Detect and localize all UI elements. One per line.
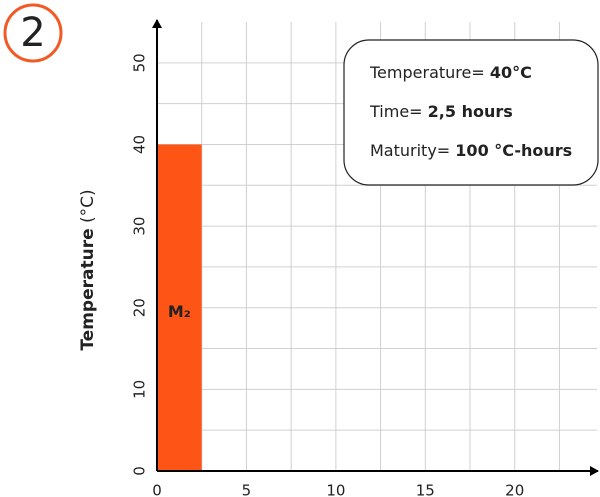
annotations: Temperature= 40°C Time= 2,5 hours Maturity… [369, 63, 572, 160]
y-tick-label: 20 [131, 298, 149, 317]
annotation-value: 2,5 hours [428, 102, 513, 121]
y-tick-label: 40 [131, 135, 149, 154]
x-tick-label: 5 [242, 482, 252, 497]
annotation: Maturity= 100 °C-hours [370, 141, 572, 160]
y-axis-unit: (°C) [78, 189, 98, 223]
annotation-label: Temperature= [369, 63, 485, 82]
x-tick-label: 10 [326, 482, 345, 497]
y-tick-label: 0 [131, 466, 149, 476]
x-tick-label: 0 [152, 482, 162, 497]
x-tick-label: 20 [505, 482, 524, 497]
y-tick-label: 50 [131, 53, 149, 72]
y-axis-title: Temperature [78, 228, 98, 350]
bar-label: M₂ [168, 302, 191, 321]
info-box [343, 39, 599, 186]
badge-circle [3, 3, 63, 63]
annotation: Time= 2,5 hours [369, 102, 513, 121]
y-axis-label: Temperature (°C) [78, 189, 98, 350]
annotation: Temperature= 40°C [369, 63, 532, 82]
marks: M₂ [157, 144, 202, 472]
annotation-label: Maturity= [370, 141, 450, 160]
bar [157, 144, 202, 472]
annotation-label: Time= [369, 102, 423, 121]
annotation-value: 40°C [490, 63, 532, 82]
y-tick-label: 10 [131, 380, 149, 399]
x-tick-label: 15 [416, 482, 435, 497]
annotation-value: 100 °C-hours [455, 141, 572, 160]
badge-number: 2 [20, 10, 45, 56]
y-tick-label: 30 [131, 217, 149, 236]
